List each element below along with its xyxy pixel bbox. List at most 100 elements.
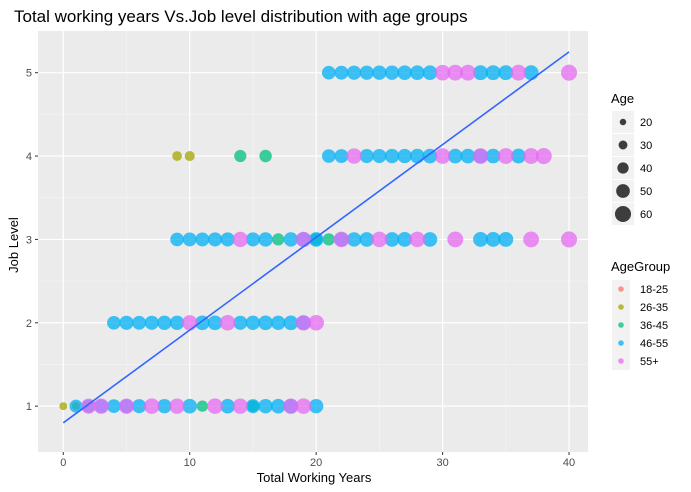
chart-title: Total working years Vs.Job level distrib… [14, 7, 468, 26]
point-55+ [295, 231, 312, 248]
color-legend-swatch [618, 322, 624, 328]
color-legend-label: 46-55 [640, 338, 668, 350]
y-tick-label: 5 [26, 68, 32, 80]
point-46-55 [283, 232, 299, 247]
point-55+ [447, 64, 464, 81]
point-46-55 [245, 315, 261, 330]
point-55+ [232, 231, 248, 248]
point-46-55 [132, 315, 147, 330]
point-46-55 [346, 232, 362, 247]
x-tick-label: 10 [184, 457, 196, 469]
point-55+ [295, 315, 312, 331]
point-46-55 [422, 65, 438, 81]
point-46-55 [220, 398, 235, 414]
point-36-45 [272, 233, 285, 246]
point-46-55 [283, 315, 299, 331]
color-legend-swatch [618, 358, 624, 364]
point-46-55 [245, 232, 261, 247]
point-55+ [560, 231, 578, 248]
y-axis-title: Job Level [6, 217, 21, 273]
point-46-55 [485, 148, 501, 164]
point-46-55 [157, 398, 172, 414]
point-36-45 [259, 149, 272, 163]
point-55+ [371, 231, 388, 248]
x-axis-title: Total Working Years [257, 470, 372, 485]
point-55+ [232, 398, 248, 414]
y-axis-ticks: 1 2 3 4 5 [26, 68, 38, 413]
point-55+ [207, 398, 223, 414]
y-tick-label: 4 [26, 151, 32, 163]
point-55+ [333, 231, 350, 248]
point-55+ [219, 314, 236, 331]
point-46-55 [359, 148, 374, 164]
color-legend-label: 18-25 [640, 284, 668, 296]
size-legend-label: 50 [640, 186, 652, 198]
x-tick-label: 0 [60, 457, 66, 469]
point-55+ [434, 148, 451, 164]
x-tick-label: 20 [310, 457, 322, 469]
point-46-55 [384, 148, 400, 164]
point-46-55 [207, 232, 223, 247]
point-36-45 [322, 233, 335, 246]
point-55+ [523, 231, 540, 248]
point-46-55 [372, 65, 387, 80]
data-points [59, 64, 578, 414]
y-tick-label: 1 [26, 401, 32, 413]
point-55+ [182, 315, 198, 331]
y-tick-label: 2 [26, 318, 32, 330]
point-46-55 [270, 398, 286, 414]
point-46-55 [485, 65, 501, 81]
size-legend-label: 60 [640, 209, 652, 221]
point-46-55 [359, 232, 375, 247]
size-legend: Age 20 30 40 50 60 [611, 91, 652, 225]
trend-line-group [62, 51, 570, 424]
point-55+ [523, 148, 540, 164]
point-46-55 [258, 315, 273, 331]
color-legend: AgeGroup 18-25 26-35 36-45 46-55 55+ [611, 259, 670, 370]
point-46-55 [359, 65, 374, 80]
x-tick-label: 40 [563, 457, 575, 469]
point-46-55 [409, 65, 425, 81]
point-46-55 [422, 232, 438, 247]
color-legend-label: 26-35 [640, 302, 668, 314]
point-55+ [93, 398, 109, 414]
point-46-55 [258, 398, 273, 414]
size-legend-label: 40 [640, 163, 652, 175]
point-46-55 [384, 232, 400, 247]
point-46-55 [397, 231, 413, 247]
point-46-55 [397, 148, 412, 164]
point-46-55 [195, 232, 210, 247]
point-46-55 [107, 315, 121, 330]
point-46-55 [144, 315, 159, 330]
color-legend-label: 55+ [640, 356, 659, 368]
point-46-55 [308, 232, 324, 247]
point-46-55 [271, 315, 286, 330]
point-46-55 [372, 148, 387, 164]
point-46-55 [169, 315, 185, 330]
point-46-55 [473, 231, 488, 247]
point-26-35 [59, 402, 68, 411]
point-46-55 [460, 148, 476, 164]
point-46-55 [498, 65, 514, 81]
point-46-55 [195, 315, 210, 331]
point-55+ [118, 398, 135, 414]
point-46-55 [69, 399, 83, 413]
point-55+ [346, 148, 362, 164]
point-46-55 [334, 65, 349, 80]
x-tick-label: 30 [436, 457, 448, 469]
point-55+ [409, 231, 426, 248]
point-46-55 [308, 398, 324, 414]
point-55+ [459, 64, 476, 81]
point-46-55 [132, 399, 147, 414]
size-legend-title: Age [611, 91, 634, 106]
point-55+ [535, 148, 552, 165]
point-46-55 [258, 232, 273, 247]
point-46-55 [422, 148, 438, 164]
point-46-55 [334, 149, 349, 164]
point-55+ [283, 398, 299, 414]
point-46-55 [473, 65, 488, 81]
point-46-55 [409, 148, 425, 164]
point-36-45 [196, 400, 209, 412]
point-46-55 [245, 399, 261, 414]
point-55+ [434, 64, 451, 81]
